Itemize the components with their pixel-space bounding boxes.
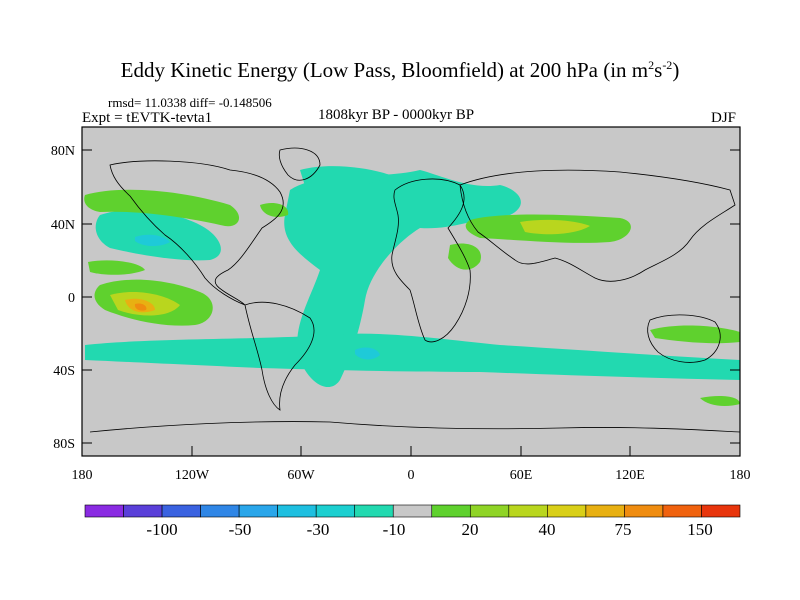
experiment-label: Expt = tEVTK-tevta1 <box>82 110 213 126</box>
green-region-tropical-east <box>88 260 145 275</box>
colorbar-label: -10 <box>383 520 406 539</box>
lon-tick-label: 60E <box>510 468 533 483</box>
green-region-pacific-west <box>650 325 740 344</box>
chart-title: Eddy Kinetic Energy (Low Pass, Bloomfiel… <box>120 58 680 82</box>
colorbar-swatch <box>508 504 548 518</box>
stats-text: rmsd= 11.0338 diff= -0.148506 <box>108 95 272 110</box>
colorbar-swatch <box>200 504 240 518</box>
cyan-region-north-pacific <box>95 209 221 261</box>
colorbar-swatch <box>392 504 433 518</box>
colorbar-swatch <box>277 504 317 518</box>
colorbar-swatch <box>123 504 163 518</box>
asia-coast <box>459 169 736 282</box>
green-region-north-atlantic-small <box>260 203 289 217</box>
colorbar-swatch <box>624 504 664 518</box>
colorbar-swatch <box>431 504 471 518</box>
colorbar <box>84 504 741 518</box>
south-america-coast <box>244 301 315 411</box>
antarctica-coast <box>89 421 740 433</box>
colorbar-swatch <box>84 504 124 518</box>
blue-region-atlantic <box>355 347 380 360</box>
colorbar-labels: -100 -50 -30 -10 20 40 75 150 <box>146 520 712 539</box>
colorbar-label: -30 <box>307 520 330 539</box>
colorbar-swatch <box>585 504 625 518</box>
australia-coast <box>647 314 721 363</box>
colorbar-swatch <box>161 504 201 518</box>
greenland-coast <box>278 147 321 181</box>
lon-tick-label: 60W <box>287 468 315 483</box>
lon-tick-label: 180 <box>72 468 93 483</box>
lat-tick-label: 80S <box>53 437 75 452</box>
colorbar-label: -50 <box>229 520 252 539</box>
lon-tick-label: 120W <box>175 468 210 483</box>
lat-axis: 80N 40N 0 40S 80S <box>51 144 740 452</box>
colorbar-label: 40 <box>539 520 556 539</box>
colorbar-label: -100 <box>146 520 177 539</box>
green-region-south <box>700 396 740 406</box>
blue-region-pacific <box>135 234 170 247</box>
lon-tick-label: 0 <box>408 468 415 483</box>
cyan-region-southern-ocean <box>85 333 740 380</box>
colorbar-swatch <box>315 504 356 518</box>
colorbar-label: 75 <box>615 520 632 539</box>
cyan-region-arctic <box>300 166 390 188</box>
coastlines <box>89 147 740 433</box>
cyan-region-north-atlantic <box>284 170 521 388</box>
lon-tick-label: 120E <box>615 468 645 483</box>
colorbar-label: 150 <box>687 520 713 539</box>
colorbar-swatch <box>238 504 278 518</box>
colorbar-swatch <box>547 504 587 518</box>
lon-tick-label: 180 <box>730 468 751 483</box>
lat-tick-label: 40S <box>53 364 75 379</box>
colorbar-swatch <box>354 504 394 518</box>
lat-tick-label: 0 <box>68 291 75 306</box>
period-label: 1808kyr BP - 0000kyr BP <box>318 107 475 123</box>
colorbar-swatch <box>701 504 741 518</box>
colorbar-label: 20 <box>462 520 479 539</box>
green-region-north-pacific <box>84 189 240 227</box>
lat-tick-label: 80N <box>51 144 75 159</box>
season-label: DJF <box>711 110 737 126</box>
colorbar-swatch <box>469 504 510 518</box>
lon-axis: 180 120W 60W 0 60E 120E 180 <box>72 446 751 483</box>
red-region-east-pacific <box>134 303 147 311</box>
north-america-coast <box>109 160 284 306</box>
lat-tick-label: 40N <box>51 218 75 233</box>
yellow-region-asia-jet <box>520 219 590 235</box>
contour-fields <box>84 166 740 406</box>
colorbar-swatch <box>662 504 702 518</box>
